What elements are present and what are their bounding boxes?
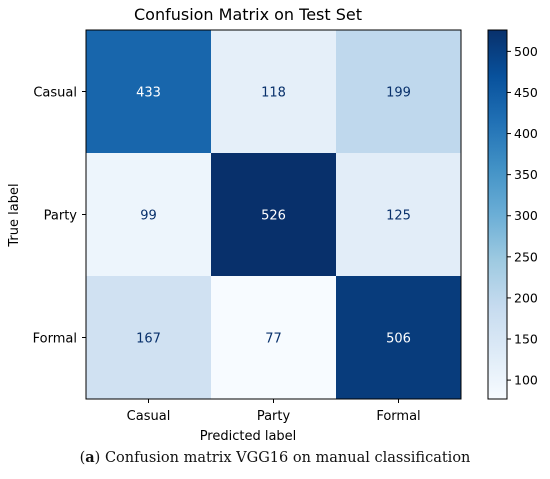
cell-value-label: 125 [386,209,411,224]
colorbar-tick-label: 100 [514,373,538,388]
colorbar-tick-label: 350 [514,167,538,182]
y-tick-label: Casual [33,86,77,101]
caption-text: Confusion matrix VGG16 on manual classif… [104,450,471,466]
matrix-cell-casual-formal [336,30,461,153]
colorbar [487,29,508,400]
colorbar-tick-label: 400 [514,126,538,141]
cell-value-label: 433 [136,86,161,101]
caption-label: a [85,449,95,466]
matrix-cell-formal-party [211,276,336,399]
y-tick-label: Party [44,209,78,224]
matrix-cell-casual-party [211,30,336,153]
colorbar-tick-label: 250 [514,249,538,264]
matrix-cell-formal-formal [336,276,461,399]
cell-value-label: 199 [386,86,411,101]
colorbar-tick-label: 300 [514,208,538,223]
cell-value-label: 118 [261,86,286,101]
x-tick-label: Party [257,409,291,424]
matrix-cell-party-casual [86,153,211,276]
figure-caption: (a) Confusion matrix VGG16 on manual cla… [79,449,471,466]
colorbar-tick-label: 500 [514,44,538,59]
cell-value-label: 77 [265,332,282,347]
colorbar-tick-label: 150 [514,332,538,347]
matrix-cell-party-party [211,153,336,276]
colorbar-tick-label: 200 [514,290,538,305]
matrix-cell-party-formal [336,153,461,276]
cell-value-label: 99 [140,209,157,224]
matrix-cell-casual-casual [86,30,211,153]
chart-title: Confusion Matrix on Test Set [134,5,362,24]
cell-value-label: 506 [386,332,411,347]
colorbar-tick-label: 450 [514,85,538,100]
x-tick-label: Formal [376,409,420,424]
matrix-cell-formal-casual [86,276,211,399]
y-axis-label: True label [7,183,22,247]
y-tick-label: Formal [33,332,77,347]
x-axis-label: Predicted label [200,429,297,444]
x-tick-label: Casual [127,409,171,424]
cell-value-label: 526 [261,209,286,224]
cell-value-label: 167 [136,332,161,347]
confusion-matrix-chart: Confusion Matrix on Test Set 433 118 199 99… [7,5,538,444]
